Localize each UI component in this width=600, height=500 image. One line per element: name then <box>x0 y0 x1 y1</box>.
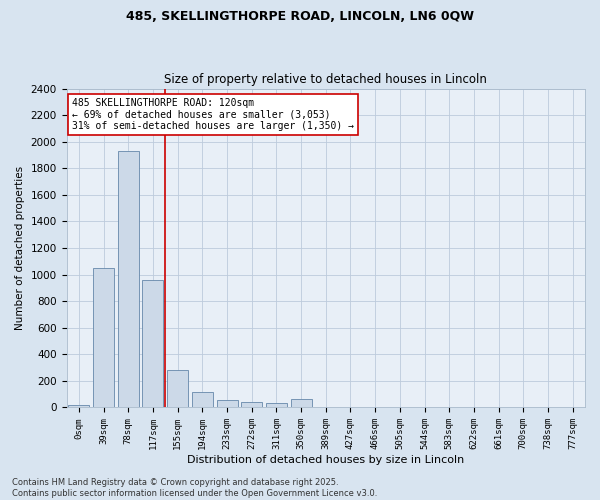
Bar <box>167 370 188 408</box>
Bar <box>217 400 238 407</box>
Bar <box>290 399 311 407</box>
Text: 485, SKELLINGTHORPE ROAD, LINCOLN, LN6 0QW: 485, SKELLINGTHORPE ROAD, LINCOLN, LN6 0… <box>126 10 474 23</box>
Text: Contains HM Land Registry data © Crown copyright and database right 2025.
Contai: Contains HM Land Registry data © Crown c… <box>12 478 377 498</box>
Title: Size of property relative to detached houses in Lincoln: Size of property relative to detached ho… <box>164 73 487 86</box>
Bar <box>68 405 89 407</box>
Y-axis label: Number of detached properties: Number of detached properties <box>15 166 25 330</box>
Text: 485 SKELLINGTHORPE ROAD: 120sqm
← 69% of detached houses are smaller (3,053)
31%: 485 SKELLINGTHORPE ROAD: 120sqm ← 69% of… <box>72 98 354 132</box>
Bar <box>93 268 114 407</box>
X-axis label: Distribution of detached houses by size in Lincoln: Distribution of detached houses by size … <box>187 455 464 465</box>
Bar <box>266 404 287 407</box>
Bar <box>118 151 139 407</box>
Bar <box>142 280 163 407</box>
Bar <box>241 402 262 407</box>
Bar <box>192 392 213 407</box>
